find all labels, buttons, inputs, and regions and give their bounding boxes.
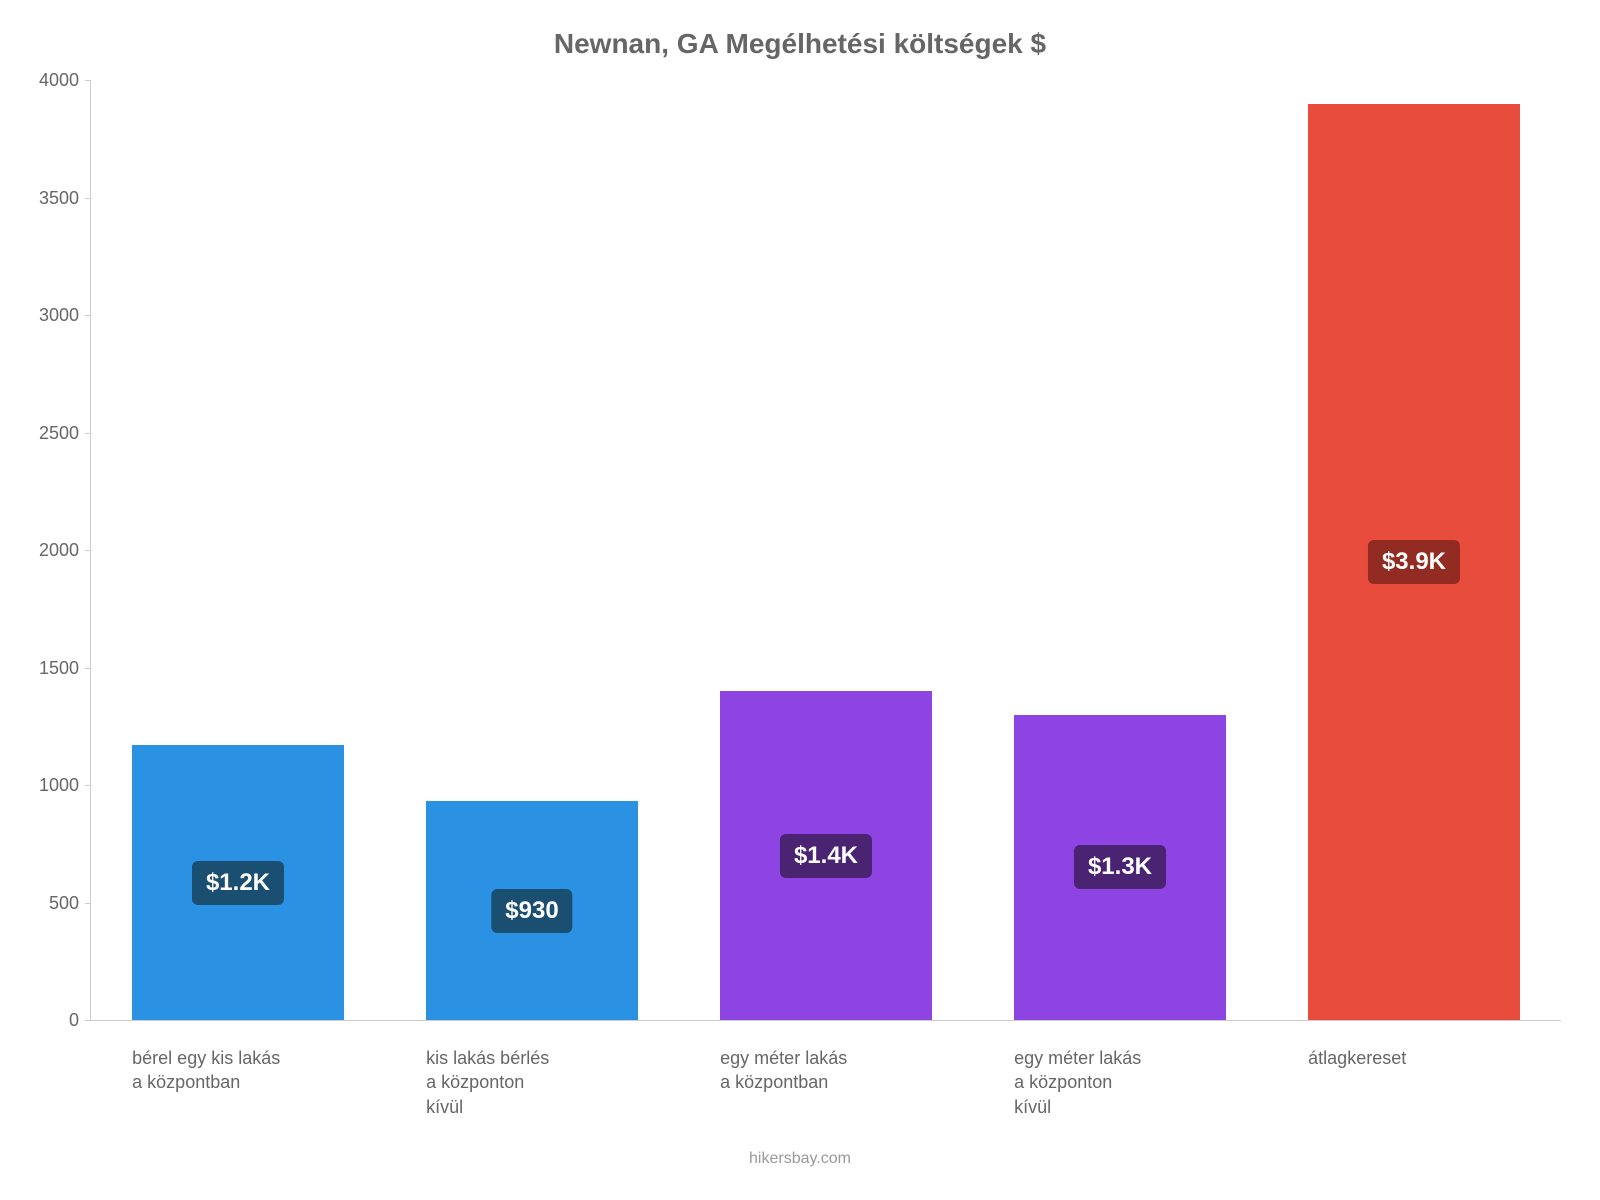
bar: $1.4K xyxy=(720,691,932,1020)
y-tick-label: 500 xyxy=(49,893,91,914)
chart-title: Newnan, GA Megélhetési költségek $ xyxy=(0,28,1600,60)
bar-value-label: $1.3K xyxy=(1074,845,1166,889)
y-tick-label: 3500 xyxy=(39,188,91,209)
y-tick-label: 0 xyxy=(69,1010,91,1031)
y-tick-label: 2000 xyxy=(39,540,91,561)
plot-area: 05001000150020002500300035004000$1.2Kbér… xyxy=(90,80,1561,1021)
x-category-label: átlagkereset xyxy=(1308,1020,1520,1070)
y-tick-label: 3000 xyxy=(39,305,91,326)
cost-of-living-chart: Newnan, GA Megélhetési költségek $ 05001… xyxy=(0,0,1600,1200)
x-category-label: egy méter lakása központonkívül xyxy=(1014,1020,1226,1119)
y-tick-label: 1500 xyxy=(39,658,91,679)
x-category-label: kis lakás bérlésa központonkívül xyxy=(426,1020,638,1119)
y-tick-label: 2500 xyxy=(39,423,91,444)
bar-value-label: $1.4K xyxy=(780,834,872,878)
bar: $930 xyxy=(426,801,638,1020)
bar-value-label: $1.2K xyxy=(192,861,284,905)
chart-credit: hikersbay.com xyxy=(0,1150,1600,1168)
y-tick-label: 4000 xyxy=(39,70,91,91)
bar-value-label: $930 xyxy=(491,889,572,933)
bar: $1.3K xyxy=(1014,715,1226,1021)
y-tick-label: 1000 xyxy=(39,775,91,796)
x-category-label: egy méter lakása központban xyxy=(720,1020,932,1095)
bar-value-label: $3.9K xyxy=(1368,540,1460,584)
bar: $3.9K xyxy=(1308,104,1520,1021)
x-category-label: bérel egy kis lakása központban xyxy=(132,1020,344,1095)
bar: $1.2K xyxy=(132,745,344,1020)
